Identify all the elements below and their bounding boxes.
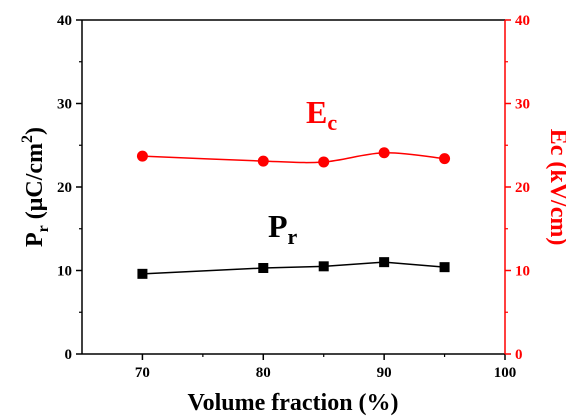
x-axis-ticks: 70 80 90 100 <box>135 354 516 381</box>
pr-data-point <box>137 268 148 279</box>
pr-data-point <box>258 262 269 273</box>
ec-data-point <box>257 155 269 167</box>
pr-data-point <box>379 257 390 268</box>
x-tick-label: 70 <box>135 365 150 381</box>
series-layer <box>136 147 451 279</box>
left-y-tick-label: 0 <box>65 347 73 363</box>
right-y-axis-title: Ec (kV/cm) <box>545 129 566 246</box>
right-y-tick-label: 20 <box>515 180 530 196</box>
ec-data-point <box>439 153 451 165</box>
right-y-tick-label: 0 <box>515 347 523 363</box>
left-y-axis-ticks: 0 10 20 30 40 <box>57 13 82 363</box>
pr-data-point <box>318 261 329 272</box>
x-tick-label: 100 <box>494 365 517 381</box>
left-y-tick-label: 10 <box>57 264 72 280</box>
right-y-axis-ticks: 0 10 20 30 40 <box>505 13 530 363</box>
left-y-tick-label: 20 <box>57 180 72 196</box>
ec-data-point <box>136 150 148 162</box>
right-y-tick-label: 40 <box>515 13 530 29</box>
ec-series-line <box>142 152 445 164</box>
ec-annotation: Ec <box>306 94 337 135</box>
right-y-tick-label: 10 <box>515 264 530 280</box>
pr-data-point <box>439 262 450 273</box>
left-y-tick-label: 40 <box>57 13 72 29</box>
x-tick-label: 90 <box>377 365 392 381</box>
x-axis-title: Volume fraction (%) <box>187 390 398 416</box>
pr-series-line <box>142 261 445 275</box>
left-y-tick-label: 30 <box>57 97 72 113</box>
left-y-axis-title: Pr (μC/cm2) <box>19 127 52 247</box>
ec-data-point <box>378 147 390 159</box>
ec-data-point <box>318 156 330 168</box>
x-tick-label: 80 <box>256 365 271 381</box>
pr-annotation: Pr <box>268 208 298 249</box>
right-y-tick-label: 30 <box>515 97 530 113</box>
